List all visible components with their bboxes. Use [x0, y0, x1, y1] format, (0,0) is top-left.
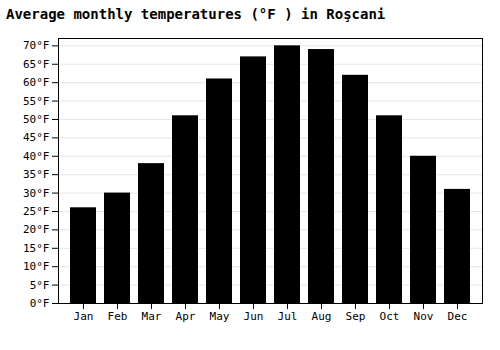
svg-text:May: May — [210, 310, 230, 323]
svg-text:Aug: Aug — [312, 310, 332, 323]
svg-text:Apr: Apr — [176, 310, 196, 323]
svg-text:60°F: 60°F — [23, 76, 50, 89]
svg-text:5°F: 5°F — [30, 279, 50, 292]
svg-text:Feb: Feb — [108, 310, 128, 323]
svg-text:Sep: Sep — [346, 310, 366, 323]
svg-text:Jul: Jul — [278, 310, 298, 323]
html-text:Average monthly temperatures (: Average monthly temperatures (°F ) in Ro… — [6, 6, 386, 22]
svg-text:Mar: Mar — [142, 310, 162, 323]
svg-text:Nov: Nov — [414, 310, 434, 323]
svg-text:25°F: 25°F — [23, 205, 50, 218]
svg-text:Jun: Jun — [244, 310, 264, 323]
svg-text:Dec: Dec — [448, 310, 468, 323]
svg-text:15°F: 15°F — [23, 242, 50, 255]
svg-text:65°F: 65°F — [23, 58, 50, 71]
svg-text:20°F: 20°F — [23, 223, 50, 236]
svg-text:0°F: 0°F — [30, 297, 50, 310]
svg-text:35°F: 35°F — [23, 168, 50, 181]
svg-text:30°F: 30°F — [23, 187, 50, 200]
svg-text:55°F: 55°F — [23, 95, 50, 108]
svg-text:45°F: 45°F — [23, 131, 50, 144]
svg-text:50°F: 50°F — [23, 113, 50, 126]
svg-text:10°F: 10°F — [23, 260, 50, 273]
svg-text:Oct: Oct — [380, 310, 400, 323]
svg-text:Jan: Jan — [74, 310, 94, 323]
svg-text:40°F: 40°F — [23, 150, 50, 163]
svg-text:70°F: 70°F — [23, 39, 50, 52]
